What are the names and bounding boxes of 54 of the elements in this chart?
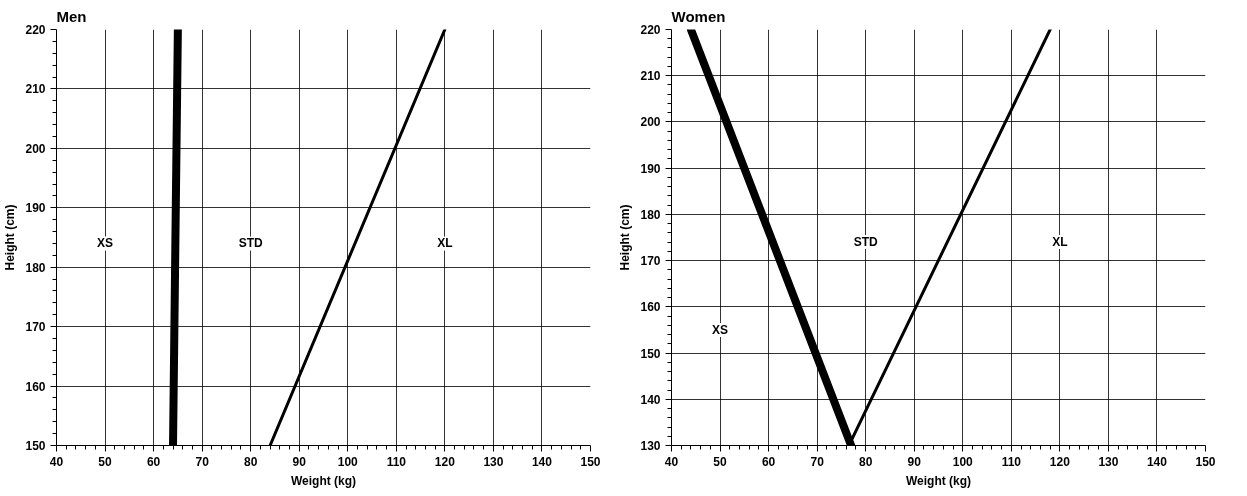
y-axis-title: Height (cm) <box>3 204 18 271</box>
x-tick-label: 110 <box>1001 454 1022 469</box>
y-tick-label: 160 <box>25 379 46 394</box>
y-tick-label: 150 <box>25 439 46 453</box>
x-tick-label: 60 <box>146 454 161 469</box>
annotation: STD <box>853 235 879 250</box>
y-tick-label: 170 <box>640 254 661 269</box>
y-tick-label: 180 <box>640 207 661 222</box>
x-tick-label: 130 <box>483 454 504 469</box>
x-tick-label: 100 <box>337 454 359 469</box>
y-tick-label: 190 <box>640 161 661 176</box>
y-tick-label: 170 <box>25 320 46 335</box>
x-tick-label: 80 <box>244 454 258 469</box>
x-tick-label: 140 <box>531 454 553 469</box>
x-tick-label: 110 <box>386 454 407 469</box>
annotation: XL <box>1052 235 1068 250</box>
y-tick-label: 220 <box>25 23 46 37</box>
x-tick-label: 40 <box>664 454 679 469</box>
y-tick-label: 140 <box>640 392 661 407</box>
y-tick-label: 220 <box>640 23 661 37</box>
y-tick-label: 130 <box>640 439 661 453</box>
chart-title: Women <box>671 7 726 25</box>
y-tick-label: 190 <box>25 201 46 216</box>
x-tick-label: 50 <box>713 454 728 469</box>
y-tick-label: 210 <box>640 69 661 84</box>
y-tick-label: 180 <box>25 260 46 275</box>
y-tick-label: 200 <box>640 115 661 130</box>
x-tick-label: 120 <box>1049 454 1071 469</box>
x-axis-title: Weight (kg) <box>290 473 357 488</box>
x-axis-title: Weight (kg) <box>905 473 972 488</box>
y-tick-label: 210 <box>25 82 46 97</box>
annotation: XL <box>437 236 453 251</box>
y-tick-label: 160 <box>640 300 661 315</box>
x-tick-label: 130 <box>1098 454 1119 469</box>
x-tick-label: 100 <box>952 454 974 469</box>
x-tick-label: 70 <box>810 454 825 469</box>
annotation: XS <box>97 236 114 251</box>
x-tick-label: 50 <box>98 454 113 469</box>
x-tick-label: 70 <box>195 454 210 469</box>
x-tick-label: 140 <box>1146 454 1168 469</box>
x-tick-label: 90 <box>907 454 922 469</box>
y-axis-title: Height (cm) <box>618 204 633 271</box>
chart-title: Men <box>56 7 87 25</box>
annotation: STD <box>238 236 264 251</box>
annotation: XS <box>712 322 729 337</box>
x-tick-label: 120 <box>434 454 456 469</box>
y-tick-label: 150 <box>640 346 661 361</box>
y-tick-label: 200 <box>25 141 46 156</box>
x-tick-label: 80 <box>859 454 873 469</box>
x-tick-label: 150 <box>580 454 601 469</box>
x-tick-label: 90 <box>292 454 307 469</box>
x-tick-label: 40 <box>49 454 64 469</box>
x-tick-label: 60 <box>761 454 776 469</box>
x-tick-label: 150 <box>1195 454 1216 469</box>
